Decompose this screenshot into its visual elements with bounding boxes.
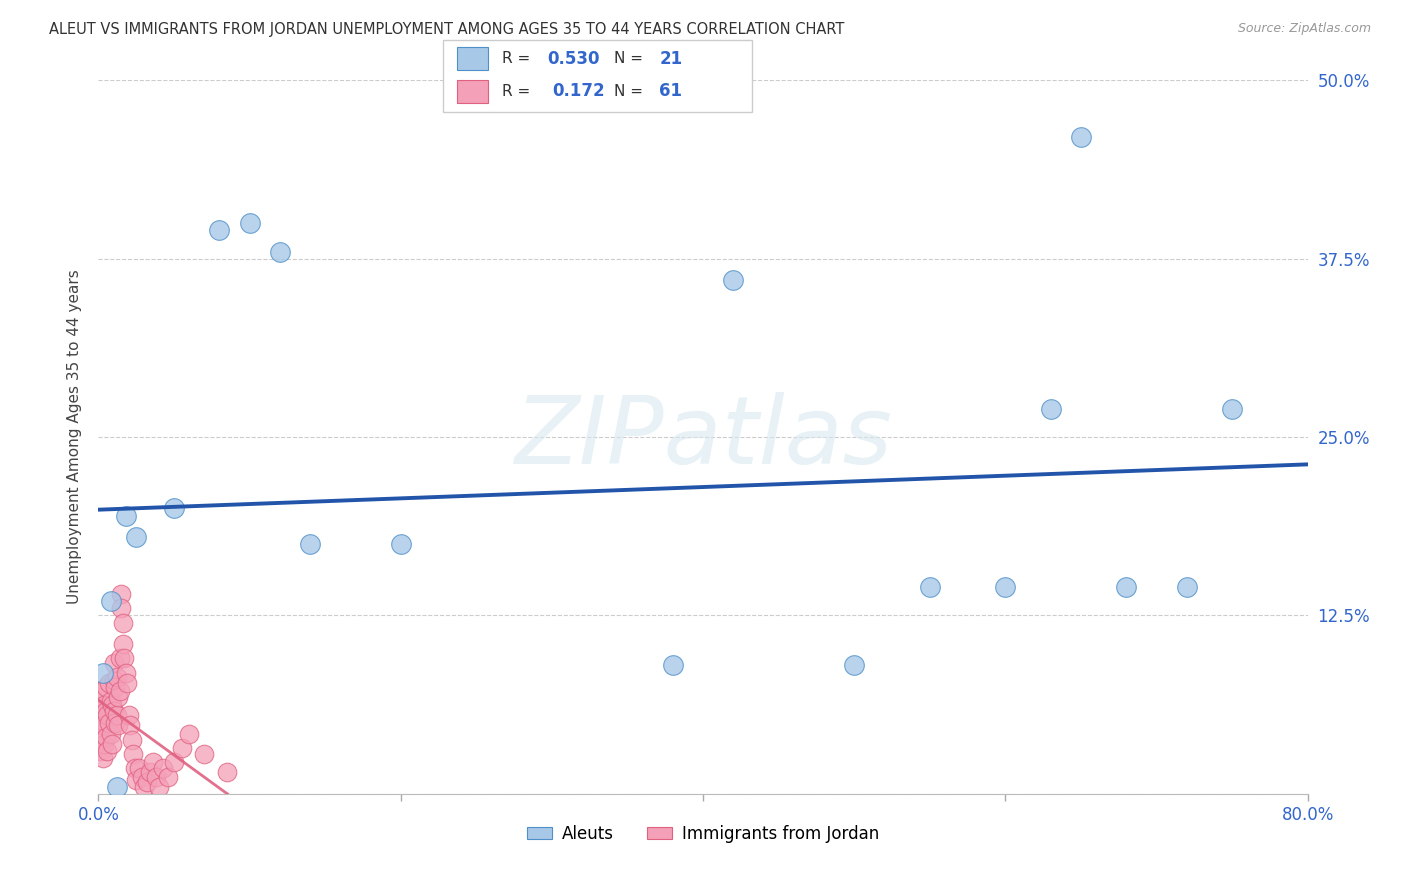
Text: 0.530: 0.530 [547,50,599,68]
Point [269,244,291,259]
Point [120,718,142,732]
Point [98,675,121,690]
Text: 0.172: 0.172 [553,82,605,100]
Legend: Aleuts, Immigrants from Jordan: Aleuts, Immigrants from Jordan [520,819,886,850]
Point [1220,401,1243,416]
Point [193,747,215,761]
Point [299,537,322,551]
Point [844,658,866,673]
Point [108,651,131,665]
Point [94,730,117,744]
Point [723,273,745,287]
Point [118,708,141,723]
Point [110,601,132,615]
Point [208,223,231,237]
Point [125,530,148,544]
Point [105,708,128,723]
Point [239,216,262,230]
Point [105,780,128,794]
Text: N =: N = [614,84,648,99]
Point [101,737,124,751]
Point [132,780,155,794]
Point [104,715,127,730]
Point [148,780,170,794]
Point [94,704,117,718]
Text: ALEUT VS IMMIGRANTS FROM JORDAN UNEMPLOYMENT AMONG AGES 35 TO 44 YEARS CORRELATI: ALEUT VS IMMIGRANTS FROM JORDAN UNEMPLOY… [49,22,845,37]
Point [103,656,125,670]
Point [104,680,127,694]
Point [98,715,121,730]
Point [128,761,150,775]
Point [93,698,115,713]
Point [90,690,112,704]
Point [121,732,143,747]
Text: 61: 61 [659,82,682,100]
Point [89,732,111,747]
Y-axis label: Unemployment Among Ages 35 to 44 years: Unemployment Among Ages 35 to 44 years [67,269,83,605]
Text: Source: ZipAtlas.com: Source: ZipAtlas.com [1237,22,1371,36]
Point [91,718,114,732]
Point [179,727,201,741]
Point [107,690,129,704]
Point [661,658,683,673]
Point [114,665,136,680]
Point [96,708,118,723]
Point [101,698,124,713]
Text: ZIPatlas: ZIPatlas [515,392,891,483]
Point [91,751,114,765]
Point [115,675,138,690]
Point [1070,130,1092,145]
Point [145,770,167,784]
Point [96,744,118,758]
Point [122,747,145,761]
Point [152,761,174,775]
Point [111,615,134,630]
Point [918,580,941,594]
Text: 21: 21 [659,50,682,68]
Point [94,680,117,694]
Point [131,770,153,784]
Point [111,637,134,651]
Point [170,741,193,756]
Point [108,684,131,698]
Point [389,537,412,551]
Point [135,775,157,789]
Point [215,765,238,780]
Point [163,501,186,516]
Point [90,713,112,727]
Text: R =: R = [502,84,540,99]
Point [107,718,129,732]
Point [100,694,122,708]
Point [124,761,146,775]
Point [142,756,165,770]
Text: R =: R = [502,51,536,66]
Point [93,737,115,751]
Point [156,770,179,784]
Point [89,701,111,715]
Point [91,684,114,698]
Point [110,587,132,601]
Point [91,665,114,680]
Point [163,756,186,770]
Point [125,772,148,787]
Point [114,508,136,523]
Point [100,594,122,608]
Point [105,670,128,684]
Point [103,704,125,718]
Point [139,765,162,780]
Point [1115,580,1137,594]
Point [90,744,112,758]
Point [103,673,125,687]
Point [1175,580,1198,594]
Point [994,580,1017,594]
Point [1039,401,1062,416]
Point [112,651,135,665]
Text: N =: N = [614,51,648,66]
Point [87,723,110,737]
Point [100,727,122,741]
